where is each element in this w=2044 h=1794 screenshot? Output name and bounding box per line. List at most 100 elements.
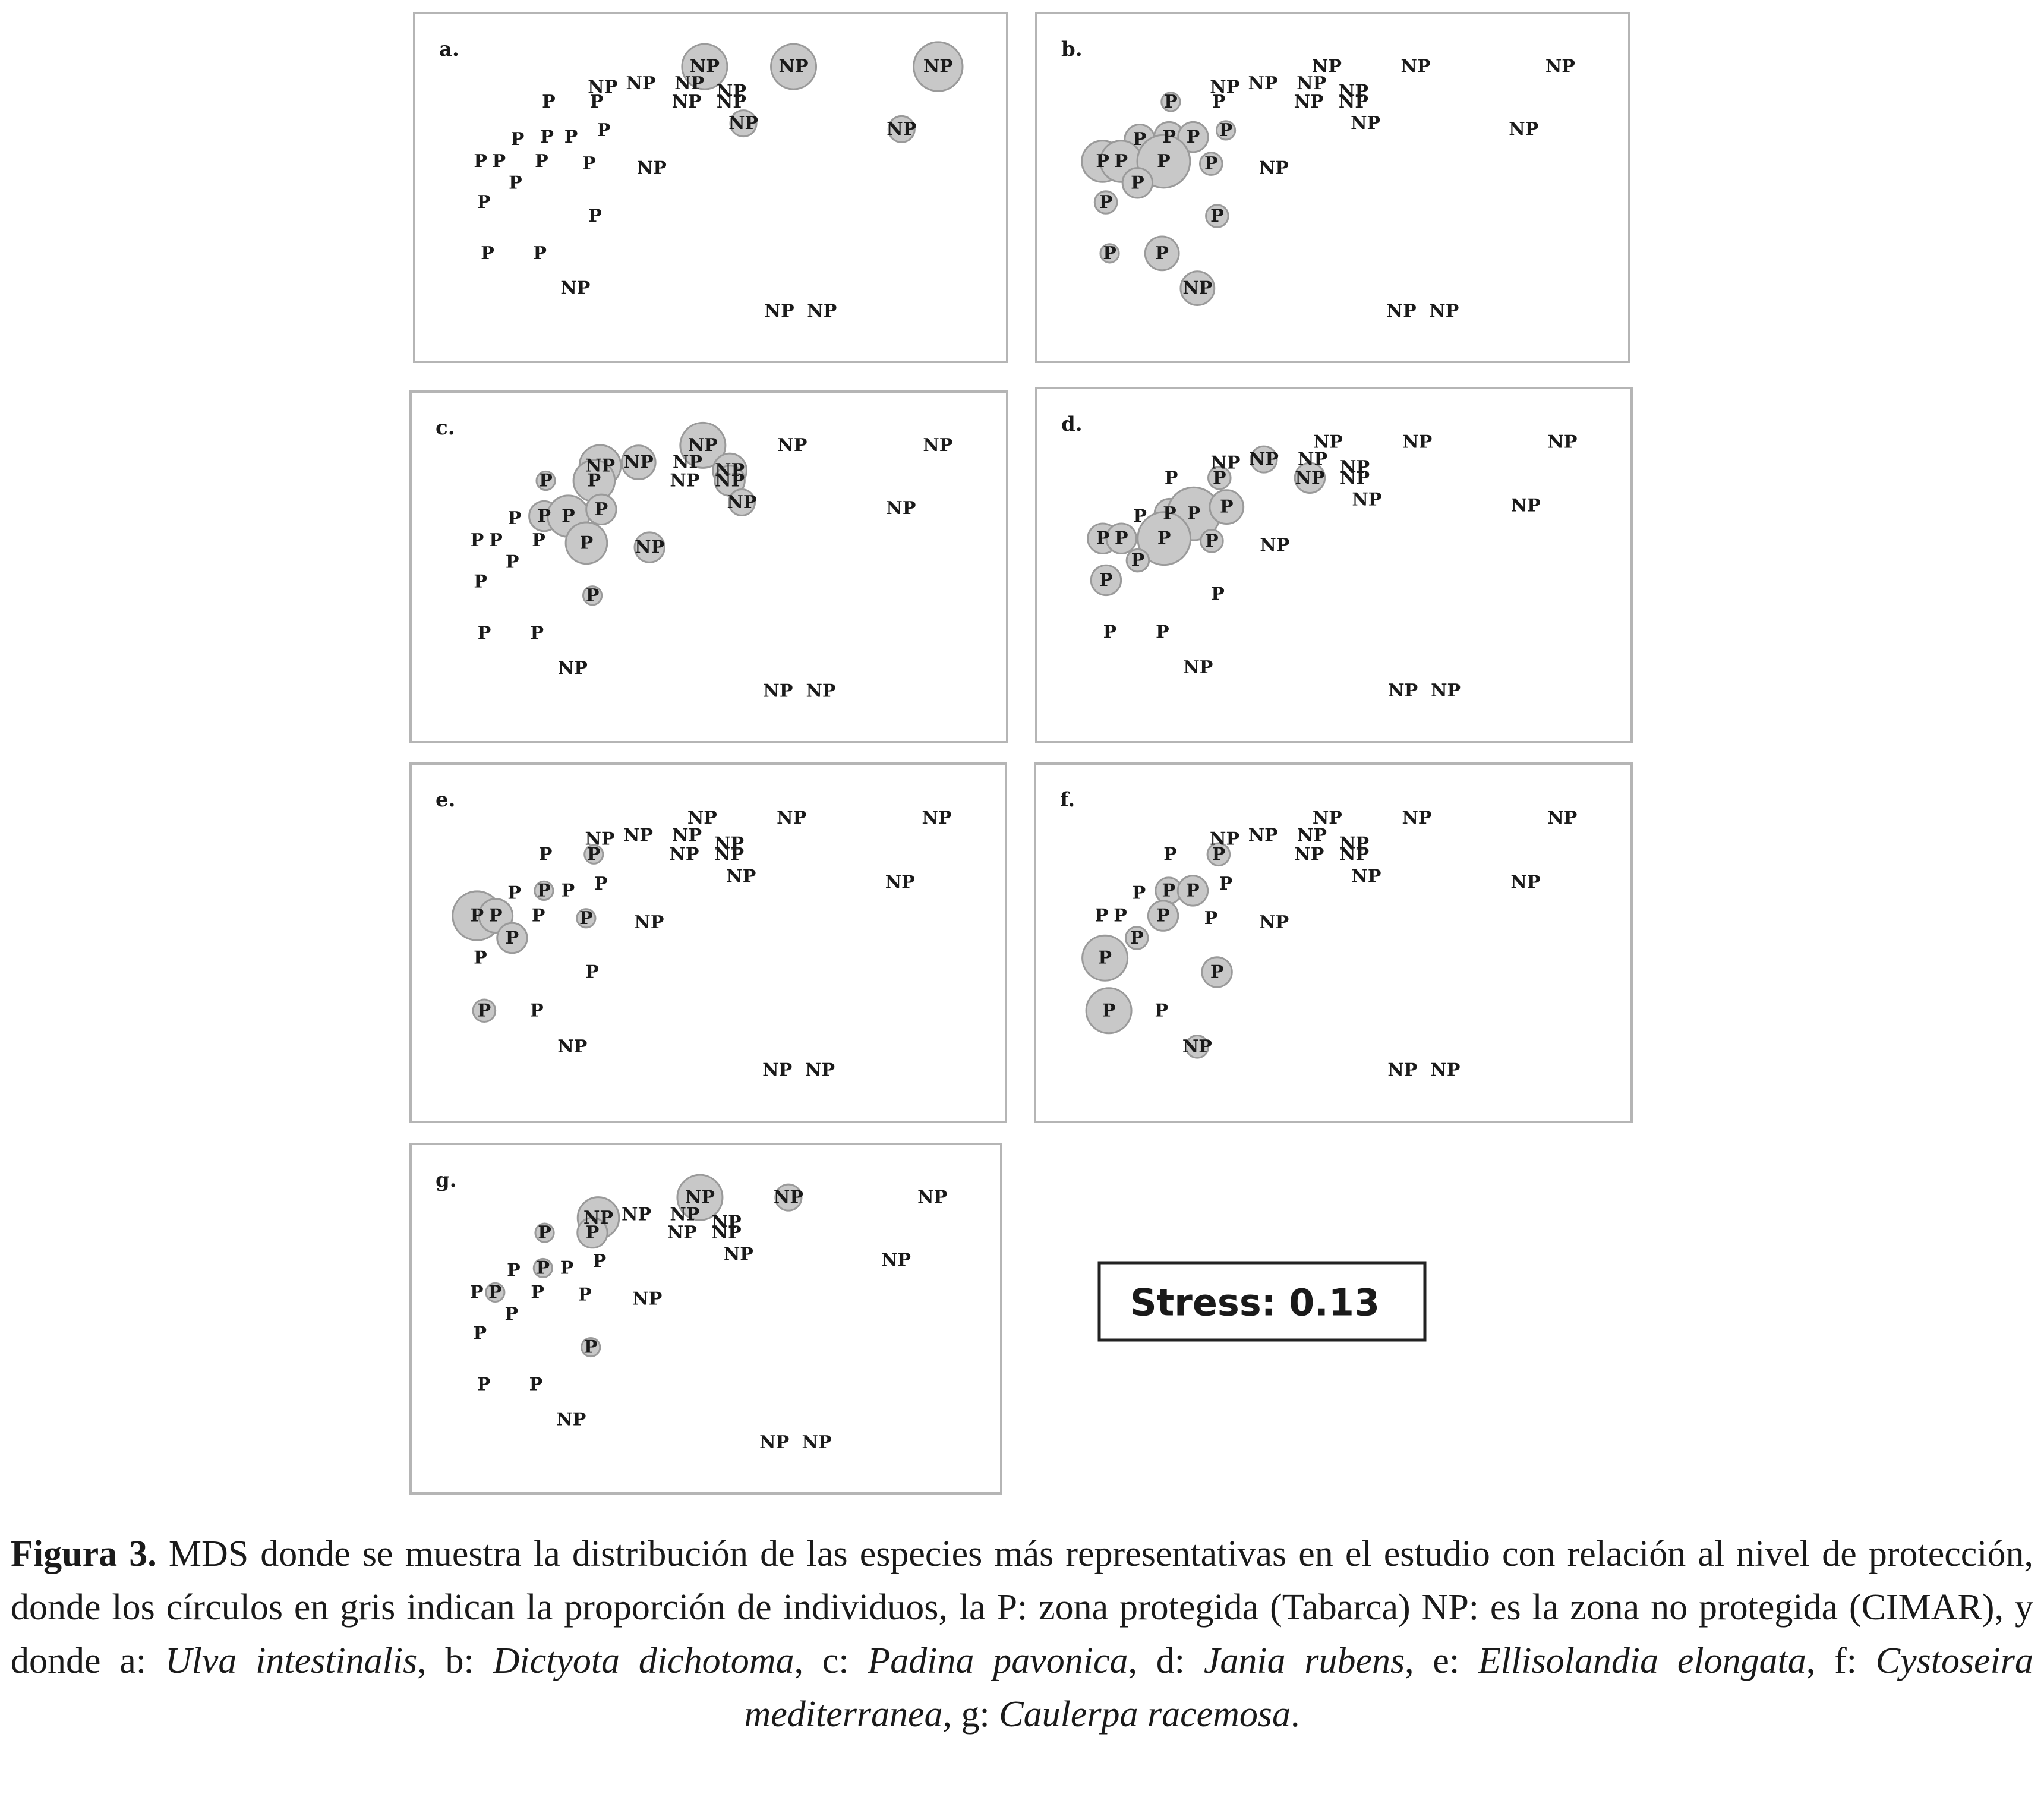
point-label-protected: P [1099,192,1113,213]
species-b: Dictyota dichotoma [493,1641,794,1681]
panel-label: b. [1061,37,1083,61]
point-label-protected: P [582,153,596,174]
abundance-bubble [1185,1035,1210,1059]
panel-label: c. [436,416,455,440]
abundance-bubble [1206,842,1231,867]
point-label-protected: P [539,844,553,865]
point-label-protected: P [1205,531,1219,551]
point-label-protected: P [584,1337,598,1358]
point-label-unprotected: NP [1402,808,1431,828]
abundance-bubble [1209,489,1245,525]
point-label-unprotected: NP [1297,825,1327,846]
point-label-unprotected: NP [687,808,717,828]
abundance-bubble [1198,152,1223,176]
point-label-unprotected: NP [1295,468,1324,488]
abundance-bubble [1200,529,1224,553]
point-label-unprotected: NP [1401,56,1431,77]
point-label-unprotected: NP [670,470,699,491]
point-label-unprotected: NP [759,1432,789,1453]
point-label-unprotected: NP [1402,431,1432,452]
point-label-unprotected: NP [724,1244,753,1265]
point-label-protected: P [538,1222,551,1243]
point-label-unprotected: NP [714,833,744,854]
point-label-protected: P [508,508,522,529]
point-label-unprotected: NP [1297,73,1326,94]
point-label-protected: P [1156,622,1169,642]
point-label-unprotected: NP [674,73,704,94]
point-label-protected: P [477,1374,491,1395]
point-label-protected: P [1115,151,1128,172]
point-label-protected: P [594,874,608,894]
point-label-protected: P [1220,497,1234,518]
point-label-unprotected: NP [712,1212,742,1233]
point-label-protected: P [1155,1000,1169,1021]
abundance-bubble [887,115,916,143]
point-label-unprotected: NP [669,844,699,865]
point-label-protected: P [1162,880,1176,901]
abundance-bubble [1177,121,1209,153]
point-label-unprotected: NP [1294,92,1324,112]
abundance-bubble [729,109,758,138]
point-label-protected: P [1210,961,1224,982]
point-label-unprotected: NP [1339,833,1369,854]
point-label-protected: P [562,880,575,901]
point-label-protected: P [1131,172,1144,193]
point-label-protected: P [474,948,487,969]
point-label-unprotected: NP [715,470,745,491]
point-label-protected: P [481,243,494,264]
point-label-protected: P [1219,874,1233,894]
abundance-bubble [1179,270,1216,307]
point-label-protected: P [1163,844,1177,865]
abundance-bubble [1137,511,1192,566]
point-label-protected: P [531,623,544,644]
point-label-unprotected: NP [1210,452,1240,473]
point-label-protected: P [542,92,556,112]
abundance-bubble [564,521,608,565]
caption-sep-e: , e: [1405,1641,1478,1681]
point-label-protected: P [1204,153,1218,174]
point-label-protected: P [478,623,491,644]
abundance-bubble [1099,243,1120,264]
point-label-protected: P [588,206,602,226]
abundance-bubble [478,898,514,934]
point-label-protected: P [532,530,545,551]
point-label-protected: P [511,129,525,150]
point-label-protected: P [488,1282,502,1303]
abundance-bubble [913,41,964,92]
abundance-bubble [534,880,554,901]
point-label-protected: P [585,961,599,982]
panel-label: f. [1060,788,1075,812]
point-label-unprotected: NP [685,1187,715,1208]
point-label-unprotected: NP [1210,828,1239,849]
abundance-bubble [1160,92,1181,112]
point-label-unprotected: NP [923,435,952,456]
point-label-unprotected: NP [1339,92,1368,112]
point-label-unprotected: NP [1313,431,1343,452]
point-label-protected: P [471,906,484,926]
point-label-unprotected: NP [585,828,614,849]
point-label-protected: P [1187,127,1200,147]
caption-sep-b: , b: [417,1641,493,1681]
point-label-protected: P [489,906,503,926]
point-label-unprotected: NP [1511,496,1541,516]
abundance-bubble [582,585,603,606]
abundance-bubble [583,844,604,865]
point-label-protected: P [1204,908,1218,929]
point-label-protected: P [579,908,593,929]
point-label-protected: P [532,906,545,926]
point-label-unprotected: NP [690,56,720,77]
point-label-unprotected: NP [1249,449,1279,470]
point-label-unprotected: NP [1210,77,1239,97]
point-label-unprotected: NP [763,681,793,702]
point-label-unprotected: NP [1387,1060,1417,1080]
point-label-protected: P [473,1323,487,1344]
point-label-unprotected: NP [1340,457,1370,478]
point-label-protected: P [540,127,554,147]
abundance-bubble [1093,190,1118,215]
caption-sep-f: , f: [1806,1641,1876,1681]
point-label-protected: P [1133,129,1147,150]
point-label-unprotected: NP [917,1187,947,1208]
